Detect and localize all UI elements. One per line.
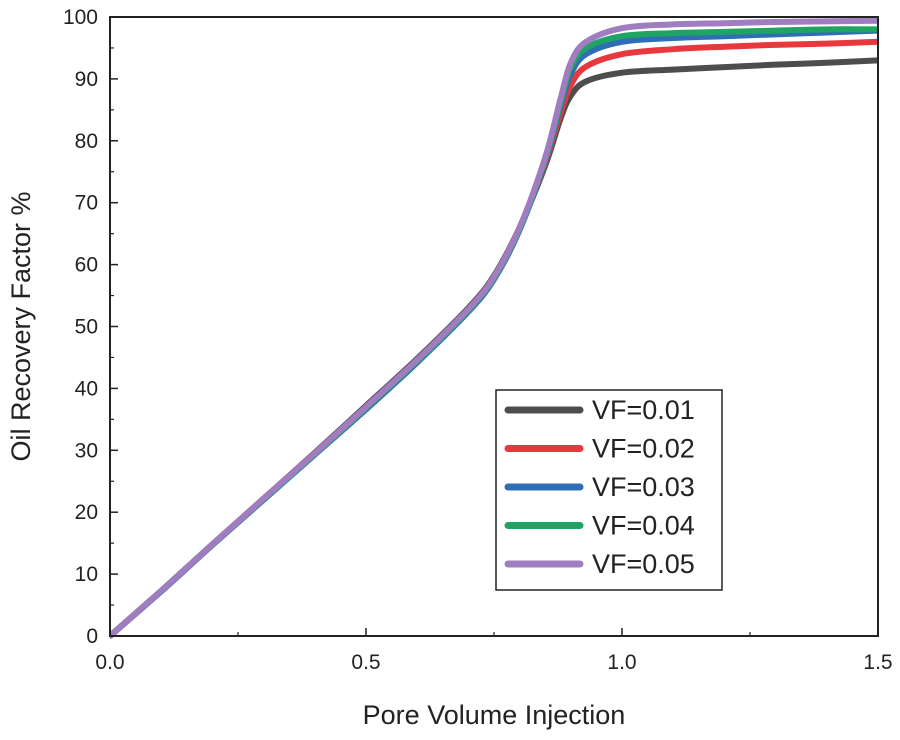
legend-label: VF=0.03 xyxy=(592,472,695,502)
plot-area-frame xyxy=(109,16,879,637)
series-line-4 xyxy=(110,26,878,639)
series-line-5 xyxy=(110,17,878,639)
y-tick-label: 40 xyxy=(75,377,98,400)
y-tick-label: 30 xyxy=(75,439,98,462)
y-tick-label: 60 xyxy=(75,254,98,277)
legend-label: VF=0.04 xyxy=(592,511,695,541)
series-line-2 xyxy=(110,38,878,639)
x-tick-label: 1.5 xyxy=(863,651,892,674)
series-lines xyxy=(110,17,878,639)
y-tick-label: 80 xyxy=(75,130,98,153)
y-tick-label: 0 xyxy=(86,625,98,648)
legend-label: VF=0.02 xyxy=(592,434,695,464)
series-line-3 xyxy=(110,27,878,639)
x-tick-label: 1.0 xyxy=(607,651,636,674)
legend-label: VF=0.01 xyxy=(592,395,695,425)
y-axis-title: Oil Recovery Factor % xyxy=(6,191,36,461)
y-axis-ticks: 0 10 20 30 40 50 60 70 80 90 100 xyxy=(63,6,118,648)
x-axis-ticks: 0.0 0.5 1.0 1.5 xyxy=(95,628,893,674)
y-tick-label: 50 xyxy=(75,316,98,339)
y-tick-label: 100 xyxy=(63,6,98,29)
x-tick-label: 0.0 xyxy=(95,651,124,674)
x-tick-label: 0.5 xyxy=(351,651,380,674)
legend-label: VF=0.05 xyxy=(592,549,695,579)
y-tick-label: 20 xyxy=(75,501,98,524)
series-line-1 xyxy=(110,57,878,639)
y-tick-label: 90 xyxy=(75,68,98,91)
y-tick-label: 10 xyxy=(75,563,98,586)
x-axis-title: Pore Volume Injection xyxy=(363,700,626,730)
y-tick-label: 70 xyxy=(75,192,98,215)
legend: VF=0.01 VF=0.02 VF=0.03 VF=0.04 VF=0.05 xyxy=(495,389,723,591)
